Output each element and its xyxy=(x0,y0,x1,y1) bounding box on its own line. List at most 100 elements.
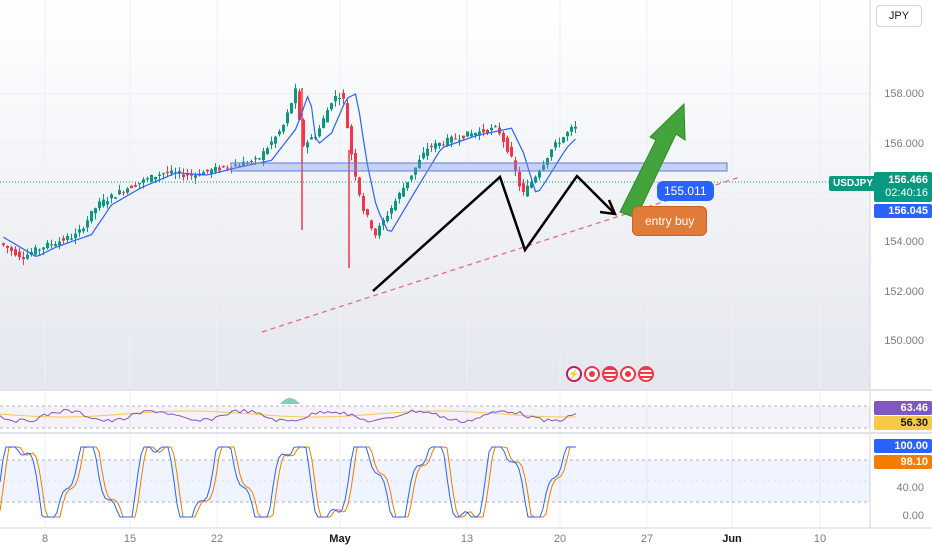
candle-body xyxy=(558,143,561,145)
candle-body xyxy=(330,103,333,110)
candle-body xyxy=(190,174,193,176)
candle-body xyxy=(54,244,57,247)
candle-body xyxy=(42,247,45,250)
candle-body xyxy=(530,181,533,188)
candle-body xyxy=(350,126,353,155)
candle-body xyxy=(274,136,277,144)
date-label: 10 xyxy=(813,533,827,545)
candle-body xyxy=(50,244,53,246)
candle-body xyxy=(394,200,397,211)
japan-flag-icon[interactable] xyxy=(620,366,636,382)
japan-flag-icon[interactable] xyxy=(584,366,600,382)
candle-body xyxy=(246,163,249,165)
candle-body xyxy=(446,137,449,146)
rsi-band xyxy=(0,406,870,428)
candle-body xyxy=(178,171,181,174)
rsi-overbought-fill xyxy=(280,398,300,404)
candle-body xyxy=(238,165,241,167)
candle-body xyxy=(218,167,221,171)
price-annotation[interactable]: 155.011 xyxy=(657,181,714,201)
candle-body xyxy=(222,166,225,168)
ma-value-tag: 156.045 xyxy=(874,204,932,218)
candle-body xyxy=(358,177,361,195)
candle-body xyxy=(122,192,125,194)
candle-body xyxy=(474,132,477,136)
us-flag-icon[interactable] xyxy=(602,366,618,382)
candle-body xyxy=(258,158,261,160)
us-flag-icon[interactable] xyxy=(638,366,654,382)
rsi-ma-tag: 56.30 xyxy=(874,416,932,430)
candle-body xyxy=(266,148,269,154)
candle-body xyxy=(306,142,309,148)
candle-body xyxy=(370,220,373,229)
candle-body xyxy=(150,175,153,182)
candle-body xyxy=(422,152,425,159)
candle-body xyxy=(418,159,421,169)
moving-average-line xyxy=(3,93,576,257)
candle-body xyxy=(478,131,481,136)
date-label: 27 xyxy=(640,533,654,545)
candle-body xyxy=(406,182,409,189)
candle-body xyxy=(366,209,369,216)
lightning-icon[interactable]: ⚡ xyxy=(566,366,582,382)
candle-body xyxy=(546,158,549,166)
candle-body xyxy=(554,142,557,148)
candle-body xyxy=(106,201,109,205)
candle-body xyxy=(118,190,121,195)
candle-body xyxy=(482,129,485,133)
candle-body xyxy=(234,164,237,167)
candlestick-series xyxy=(2,83,577,268)
candle-body xyxy=(326,110,329,123)
candle-body xyxy=(26,254,29,259)
candle-body xyxy=(334,95,337,102)
candle-body xyxy=(426,148,429,156)
candle-body xyxy=(442,144,445,146)
candle-body xyxy=(462,135,465,139)
candle-body xyxy=(34,247,37,255)
candle-body xyxy=(302,119,305,146)
candle-body xyxy=(518,171,521,187)
candle-body xyxy=(250,161,253,163)
candle-body xyxy=(354,153,357,177)
candle-body xyxy=(158,174,161,177)
candle-body xyxy=(410,175,413,180)
date-label: Jun xyxy=(722,533,742,545)
arrow-head xyxy=(599,199,618,216)
candle-body xyxy=(542,164,545,170)
candle-body xyxy=(278,131,281,135)
drawing-layer[interactable] xyxy=(0,102,870,333)
candle-body xyxy=(282,124,285,132)
candle-body xyxy=(22,257,25,260)
candle-body xyxy=(490,127,493,131)
candle-body xyxy=(286,112,289,124)
candle-body xyxy=(510,146,513,157)
candle-body xyxy=(574,126,577,129)
last-price: 156.466 xyxy=(888,174,928,186)
candle-body xyxy=(214,166,217,172)
candle-body xyxy=(294,88,297,104)
candle-body xyxy=(46,242,49,249)
candle-body xyxy=(402,187,405,197)
candle-body xyxy=(210,169,213,174)
date-label: 13 xyxy=(460,533,474,545)
stoch-k-tag: 100.00 xyxy=(874,439,932,453)
candle-body xyxy=(82,228,85,232)
candle-body xyxy=(430,145,433,148)
candle-body xyxy=(298,91,301,120)
price-axis-label: 154.000 xyxy=(884,236,924,248)
entry-buy-callout[interactable]: entry buy xyxy=(632,206,708,236)
candle-body xyxy=(310,137,313,140)
candle-body xyxy=(526,185,529,197)
candle-body xyxy=(206,169,209,172)
candle-body xyxy=(514,160,517,172)
currency-selector[interactable]: JPY xyxy=(876,5,922,27)
date-label: 8 xyxy=(41,533,49,545)
candle-body xyxy=(346,103,349,129)
price-axis-label: 152.000 xyxy=(884,286,924,298)
pane-separator xyxy=(0,432,932,434)
candle-body xyxy=(570,126,573,132)
event-icons[interactable]: ⚡ xyxy=(566,366,654,382)
candle-body xyxy=(14,249,17,256)
stoch-d-line xyxy=(0,446,576,518)
